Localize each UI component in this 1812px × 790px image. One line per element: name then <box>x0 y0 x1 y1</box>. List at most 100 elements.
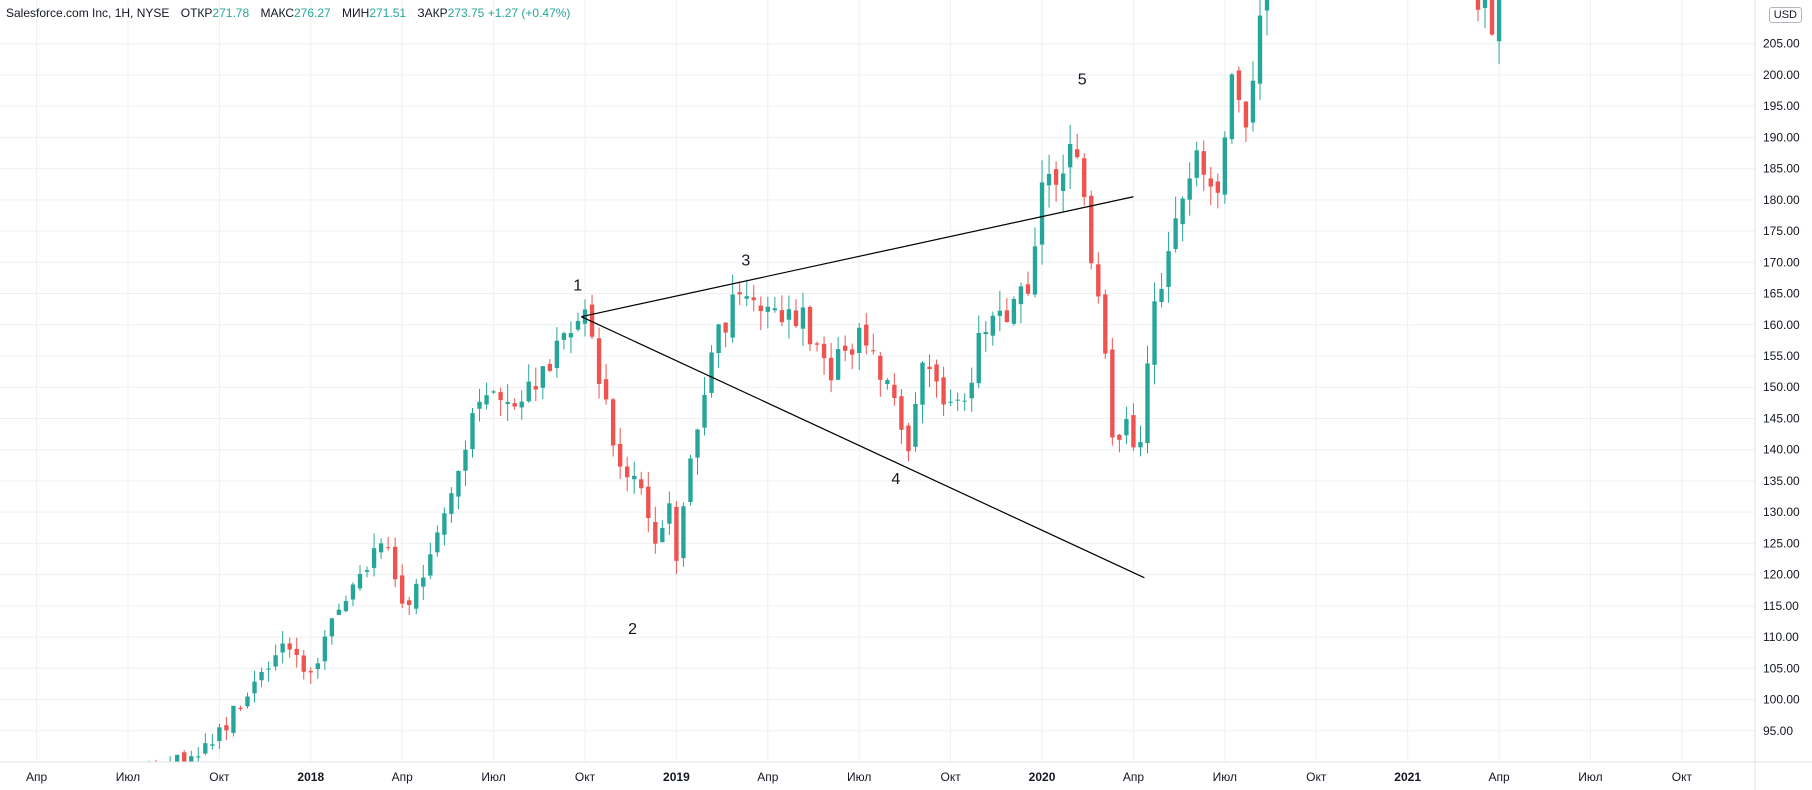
candle-up <box>913 403 918 447</box>
wave-label-5: 5 <box>1078 71 1087 88</box>
candle-up <box>962 400 967 402</box>
time-axis[interactable]: Апр Июл Окт 2018 Апр Июл Окт 2019 Апр Июл Окт 2020 А… <box>0 761 1812 784</box>
candle-down <box>1243 101 1249 128</box>
candle-up <box>329 618 335 637</box>
candle-down <box>828 357 834 381</box>
candle-up <box>203 743 208 754</box>
change-value: +1.27 (+0.47%) <box>487 6 571 20</box>
candle-up <box>835 349 841 380</box>
candle-up <box>245 696 250 707</box>
candle-down <box>639 479 644 489</box>
time-tick-label: 2020 <box>1029 770 1056 784</box>
candle-down <box>927 366 932 370</box>
candle-up <box>322 636 328 662</box>
candle-down <box>154 766 158 774</box>
candle-down <box>238 707 243 709</box>
time-tick-label: Апр <box>392 770 414 784</box>
price-axis[interactable]: 95.00 100.00 105.00 110.00 115.00 120.00 125.0… <box>1754 0 1800 790</box>
candle-down <box>1117 434 1122 440</box>
wave-labels: 1 2 3 4 5 <box>573 71 1087 638</box>
candle-up <box>470 412 475 450</box>
candle-up <box>800 307 806 329</box>
price-tick-label: 95.00 <box>1763 724 1793 738</box>
candle-down <box>287 643 292 650</box>
high-value: 276.27 <box>294 6 331 20</box>
time-tick-label: Июл <box>847 770 871 784</box>
candle-down <box>674 506 679 561</box>
candle-up <box>252 681 257 694</box>
candle-up <box>688 458 693 503</box>
chart-grid <box>0 0 1755 762</box>
price-tick-label: 150.00 <box>1763 380 1800 394</box>
price-tick-label: 195.00 <box>1763 99 1800 113</box>
candle-up <box>1152 301 1157 365</box>
candle-up <box>519 401 524 408</box>
price-tick-label: 200.00 <box>1763 68 1800 82</box>
candle-down <box>821 343 827 359</box>
candle-up <box>231 705 236 733</box>
candle-up <box>885 380 890 384</box>
candle-down <box>1004 310 1010 323</box>
candle-up <box>660 527 665 543</box>
price-tick-label: 170.00 <box>1763 255 1800 269</box>
candle-down <box>596 338 602 384</box>
price-tick-label: 165.00 <box>1763 287 1800 301</box>
currency-badge[interactable]: USD <box>1768 7 1802 23</box>
candle-down <box>533 386 538 390</box>
time-tick-label: Июл <box>1213 770 1237 784</box>
candle-up <box>1032 246 1038 295</box>
candle-up <box>119 786 123 787</box>
candle-up <box>442 513 447 535</box>
candle-down <box>934 364 939 382</box>
price-tick-label: 130.00 <box>1763 505 1800 519</box>
price-tick-label: 100.00 <box>1763 693 1800 707</box>
candle-down <box>779 310 785 323</box>
candle-down <box>1475 0 1481 10</box>
candle-down <box>589 304 595 337</box>
candle-up <box>997 310 1003 316</box>
candle-up <box>168 766 172 775</box>
candle-up <box>1046 173 1052 186</box>
candle-up <box>343 601 349 612</box>
upper-wedge-line[interactable] <box>581 196 1134 318</box>
price-tick-label: 160.00 <box>1763 318 1800 332</box>
candle-down <box>1082 158 1087 198</box>
candle-down <box>1110 349 1115 438</box>
candle-down <box>1201 151 1206 175</box>
candle-up <box>772 308 778 311</box>
candle-up <box>1011 298 1017 324</box>
candle-up <box>554 340 560 368</box>
candle-down <box>1131 415 1136 448</box>
candle-down <box>1075 149 1080 158</box>
candle-up <box>667 503 672 524</box>
candle-down <box>871 350 876 352</box>
candle-down <box>294 648 299 656</box>
candle-down <box>1208 178 1213 187</box>
time-tick-label: Июл <box>116 770 140 784</box>
candle-down <box>842 345 848 351</box>
candle-up <box>505 402 510 404</box>
candle-up <box>1229 74 1235 140</box>
candle-down <box>498 392 503 401</box>
time-tick-label: Апр <box>1488 770 1510 784</box>
symbol-legend: Salesforce.com Inc, 1Н, NYSE ОТКР271.78 … <box>6 6 570 20</box>
lower-wedge-line[interactable] <box>581 316 1145 579</box>
time-tick-label: Апр <box>757 770 779 784</box>
candle-up <box>364 570 370 572</box>
candle-down <box>308 671 313 673</box>
candle-up <box>371 548 377 568</box>
candle-down <box>1236 70 1242 101</box>
candle-up <box>175 754 180 762</box>
candle-down <box>625 466 630 478</box>
candle-up <box>1250 80 1256 123</box>
low-value: 271.51 <box>369 6 407 20</box>
candle-up <box>526 381 531 402</box>
candle-down <box>1096 264 1101 297</box>
candle-up <box>273 655 278 667</box>
candle-up <box>730 294 735 338</box>
candle-up <box>1166 251 1171 287</box>
time-tick-label: 2019 <box>663 770 690 784</box>
candle-up <box>421 577 426 587</box>
trendlines[interactable] <box>581 196 1145 579</box>
